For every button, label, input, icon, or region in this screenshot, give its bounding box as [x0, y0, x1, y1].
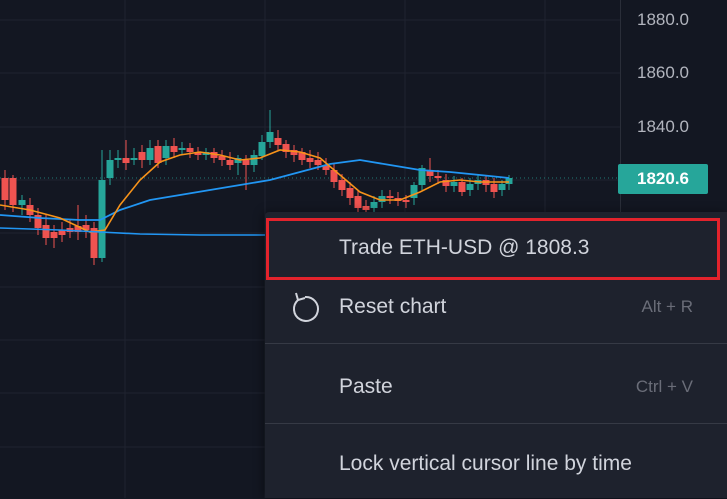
candle-body — [498, 184, 506, 190]
candle-body — [290, 150, 298, 155]
menu-item-label: Reset chart — [339, 295, 447, 318]
candle-body — [458, 182, 466, 192]
candle-body — [322, 165, 330, 170]
menu-item-label: Lock vertical cursor line by time — [339, 452, 632, 475]
candle-body — [362, 206, 370, 210]
candle-body — [274, 138, 282, 145]
candle-body — [282, 144, 290, 152]
moving-average-long — [0, 227, 265, 236]
candle-body — [42, 225, 50, 238]
price-tick: 1880.0 — [637, 10, 689, 29]
candle-body — [1, 178, 9, 200]
candle-body — [402, 200, 410, 202]
candle-body — [186, 148, 194, 152]
candle-body — [170, 146, 178, 152]
candle-body — [138, 152, 146, 160]
candle-body — [418, 168, 426, 185]
candle-body — [410, 185, 418, 198]
candle-body — [386, 196, 394, 198]
menu-item-trade[interactable]: Trade ETH-USD @ 1808.3 — [265, 216, 727, 280]
candle-body — [154, 146, 162, 163]
candle-body — [146, 148, 154, 160]
candle-body — [34, 215, 42, 228]
candle-body — [258, 142, 266, 156]
candle-body — [242, 160, 250, 165]
moving-average-slow — [0, 159, 510, 221]
price-tick: 1840.0 — [637, 117, 689, 136]
candle-body — [314, 160, 322, 165]
candle-body — [450, 182, 458, 186]
candle-body — [74, 226, 82, 232]
menu-item-label: Paste — [339, 375, 393, 398]
candle-body — [354, 196, 362, 208]
candle-body — [490, 184, 498, 192]
candle-body — [250, 155, 258, 165]
candle-body — [50, 232, 58, 238]
candle-body — [426, 170, 434, 176]
candle-body — [434, 176, 442, 178]
menu-separator — [265, 423, 727, 424]
candle-body — [378, 196, 386, 202]
candle-body — [106, 160, 114, 178]
candle-body — [18, 200, 26, 205]
menu-separator — [265, 343, 727, 344]
candle-body — [90, 228, 98, 258]
current-price-badge: 1820.6 — [618, 164, 708, 194]
candle-body — [122, 158, 130, 163]
menu-item-label: Trade ETH-USD @ 1808.3 — [339, 236, 590, 259]
candle-body — [130, 158, 138, 160]
reset-icon — [293, 292, 319, 322]
candle-body — [218, 156, 226, 160]
menu-item-lock-vertical-cursor[interactable]: Lock vertical cursor line by time — [265, 429, 727, 499]
menu-item-shortcut: Alt + R — [641, 297, 694, 316]
candle-body — [306, 158, 314, 162]
candle-body — [505, 178, 513, 184]
candle-body — [370, 202, 378, 208]
candle-body — [194, 152, 202, 155]
candle-body — [58, 230, 66, 235]
candle-body — [162, 146, 170, 158]
candle-body — [442, 180, 450, 186]
candle-body — [330, 170, 338, 182]
candle-body — [226, 160, 234, 165]
candle-body — [466, 184, 474, 190]
candle-body — [338, 180, 346, 190]
context-menu: Trade ETH-USD @ 1808.3 Reset chart Alt +… — [265, 212, 727, 498]
candle-body — [346, 188, 354, 198]
candle-body — [82, 225, 90, 230]
candle-body — [210, 152, 218, 158]
menu-item-shortcut: Ctrl + V — [635, 377, 693, 396]
candle-body — [298, 152, 306, 160]
candle-body — [266, 132, 274, 142]
candle-body — [234, 158, 242, 163]
candle-body — [178, 148, 186, 150]
moving-average-fast — [0, 149, 509, 233]
menu-item-paste[interactable]: Paste Ctrl + V — [265, 352, 727, 422]
candle-body — [9, 178, 17, 205]
price-tick: 1860.0 — [637, 63, 689, 82]
candle-body — [114, 158, 122, 160]
menu-item-reset-chart[interactable]: Reset chart Alt + R — [265, 272, 727, 342]
